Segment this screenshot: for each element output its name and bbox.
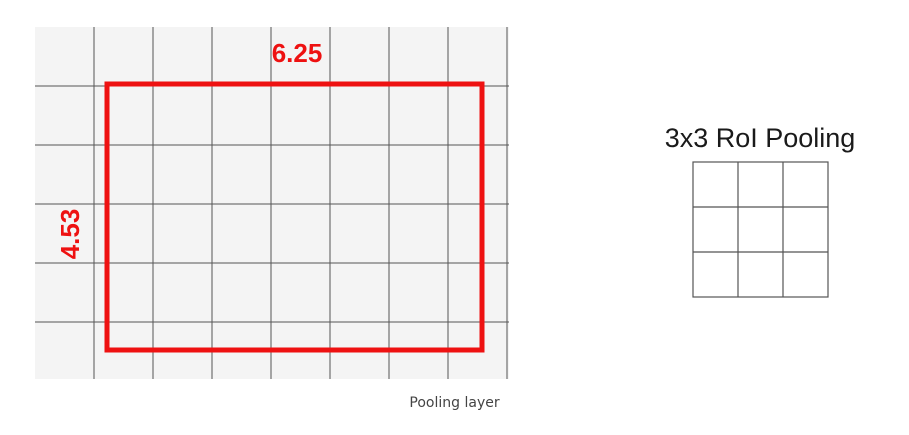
- pooling-output-grid: [692, 161, 829, 298]
- pooling-grid-border: [692, 161, 829, 298]
- roi-rectangle: [104, 81, 485, 353]
- pooling-title: 3x3 RoI Pooling: [665, 123, 856, 153]
- figure-caption: Pooling layer: [409, 395, 500, 411]
- roi-width-label: 6.25: [272, 38, 323, 68]
- roi-height-label: 4.53: [55, 209, 85, 260]
- roi-pooling-figure: 6.25 4.53 3x3 RoI Pooling: [35, 27, 856, 379]
